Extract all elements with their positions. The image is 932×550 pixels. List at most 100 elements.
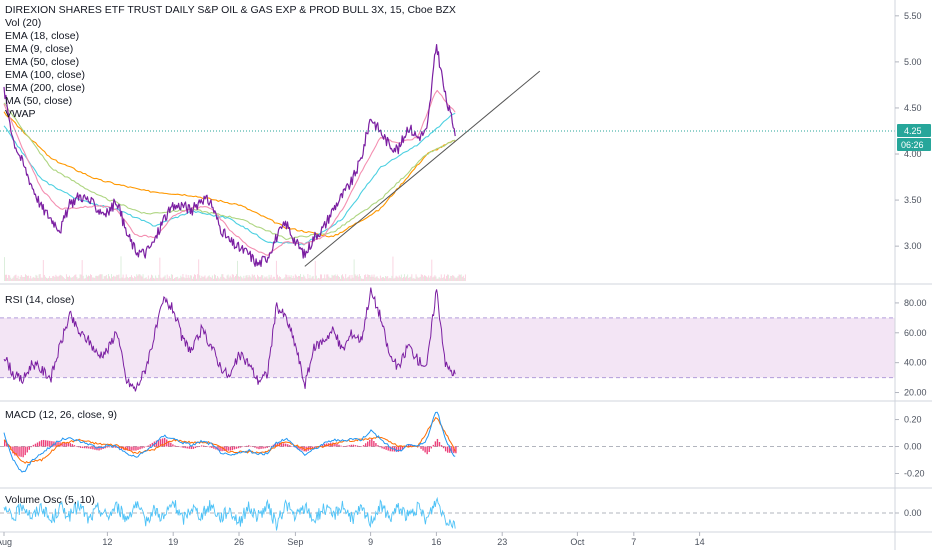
volume-bar	[100, 274, 102, 281]
macd-histogram-bar	[254, 446, 256, 448]
volume-bar	[305, 278, 307, 281]
volume-bar	[313, 278, 315, 281]
volume-bar	[321, 274, 322, 281]
macd-histogram-bar	[225, 446, 227, 451]
volume-bar	[163, 276, 165, 281]
macd-histogram-bar	[379, 446, 381, 448]
volume-bar	[407, 274, 409, 281]
volume-bar	[439, 278, 441, 281]
macd-histogram-bar	[32, 444, 35, 447]
volume-bar	[237, 260, 238, 281]
volume-bar	[430, 275, 432, 281]
macd-histogram-bar	[198, 446, 201, 447]
volume-bar	[279, 276, 280, 281]
volume-bar	[326, 274, 328, 281]
volume-bar	[52, 276, 54, 281]
volume-bar	[37, 278, 39, 281]
legend-ema18[interactable]: EMA (18, close)	[5, 30, 80, 42]
macd-histogram-bar	[375, 443, 377, 447]
volume-bar	[117, 275, 119, 281]
y-tick-label: 3.00	[904, 241, 922, 251]
volume-bar	[176, 276, 178, 281]
macd-histogram-bar	[282, 443, 285, 447]
macd-histogram-bar	[354, 445, 357, 447]
macd-histogram-bar	[90, 446, 92, 449]
volume-osc-legend[interactable]: Volume Osc (5, 10)	[5, 494, 95, 506]
volume-bar	[441, 277, 443, 281]
volume-bar	[277, 274, 278, 281]
volume-bar	[262, 275, 264, 281]
volume-bar	[300, 274, 301, 281]
x-tick-label: 9	[368, 537, 373, 547]
volume-bar	[81, 260, 83, 281]
volume-bar	[373, 274, 375, 281]
volume-bar	[7, 277, 9, 281]
volume-bar	[84, 278, 86, 281]
volume-bar	[263, 278, 265, 281]
volume-bar	[435, 276, 437, 281]
volume-bar	[47, 278, 48, 281]
trend-line[interactable]	[304, 70, 541, 267]
last-price-badge	[897, 123, 931, 137]
macd-histogram-bar	[71, 444, 74, 447]
legend-ema100[interactable]: EMA (100, close)	[5, 69, 85, 81]
volume-bar	[198, 259, 200, 281]
macd-histogram-bar	[108, 446, 110, 448]
volume-bar	[43, 274, 45, 281]
volume-bar	[219, 278, 221, 281]
volume-bar	[186, 277, 188, 281]
macd-legend[interactable]: MACD (12, 26, close, 9)	[5, 409, 118, 421]
volume-bar	[436, 278, 438, 281]
volume-bar	[141, 276, 143, 281]
volume-bar	[369, 274, 371, 281]
rsi-legend[interactable]: RSI (14, close)	[5, 294, 75, 306]
macd-histogram-bar	[196, 446, 199, 448]
legend-vwap[interactable]: VWAP	[5, 108, 36, 120]
volume-bar	[205, 278, 207, 281]
volume-bar	[208, 275, 210, 281]
volume-bar	[211, 275, 213, 281]
macd-histogram-bar	[22, 446, 24, 458]
volume-bar	[379, 275, 381, 281]
macd-histogram-bar	[204, 446, 207, 447]
volume-bar	[357, 276, 359, 281]
macd-histogram-bar	[213, 446, 215, 449]
volume-bar	[218, 277, 220, 281]
macd-histogram-bar	[155, 440, 158, 447]
macd-histogram-bar	[170, 442, 172, 447]
volume-bar	[358, 274, 360, 281]
volume-bar	[266, 276, 268, 281]
macd-histogram-bar	[147, 445, 149, 447]
macd-histogram-bar	[246, 445, 248, 447]
volume-bar	[280, 277, 282, 281]
volume-bar	[375, 276, 377, 281]
legend-ema50[interactable]: EMA (50, close)	[5, 56, 80, 68]
volume-bar	[286, 274, 288, 281]
volume-bar	[329, 277, 331, 281]
volume-bar	[431, 259, 433, 281]
macd-histogram-bar	[381, 446, 383, 449]
volume-bar	[183, 277, 185, 281]
volume-bar	[228, 277, 230, 281]
volume-bar	[312, 275, 314, 281]
volume-bar	[196, 278, 198, 281]
volume-bar	[18, 278, 20, 281]
volume-bar	[41, 277, 43, 281]
volume-bar	[366, 277, 368, 281]
legend-vol[interactable]: Vol (20)	[5, 17, 42, 29]
volume-bar	[13, 276, 15, 281]
y-tick-label: 20.00	[904, 388, 927, 398]
volume-bar	[58, 275, 60, 281]
legend-ma50[interactable]: MA (50, close)	[5, 95, 73, 107]
volume-bar	[456, 277, 458, 281]
macd-histogram-bar	[336, 443, 338, 447]
macd-histogram-bar	[141, 446, 143, 449]
macd-histogram-bar	[362, 445, 365, 447]
y-tick-label: 0.20	[904, 415, 922, 425]
volume-bar	[155, 275, 157, 281]
volume-bar	[230, 277, 232, 281]
volume-bar	[85, 274, 87, 281]
volume-bar	[140, 275, 142, 281]
legend-ema9[interactable]: EMA (9, close)	[5, 43, 74, 55]
legend-ema200[interactable]: EMA (200, close)	[5, 82, 85, 94]
